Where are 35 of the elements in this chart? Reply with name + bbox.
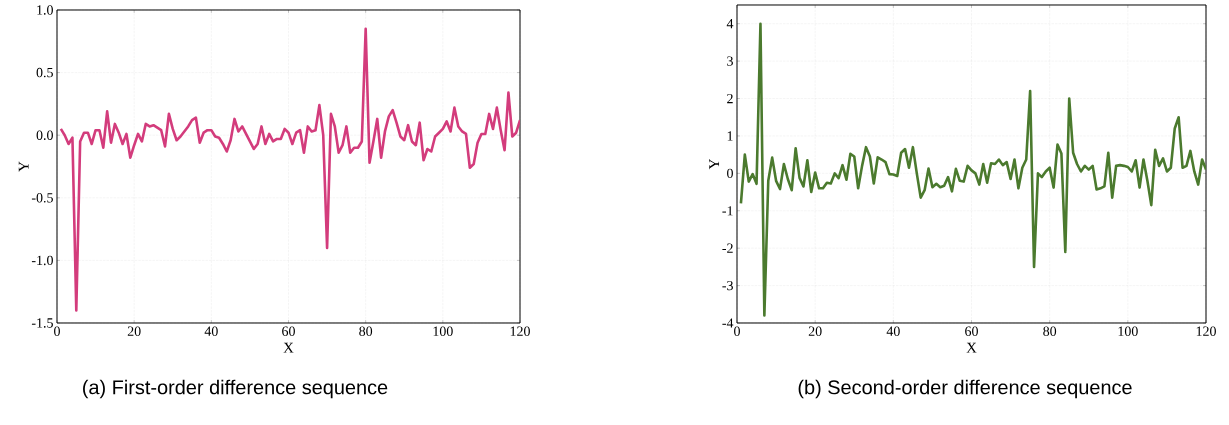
x-tick-label: 120 bbox=[510, 326, 530, 336]
x-tick-label: 100 bbox=[433, 326, 453, 336]
y-axis-title: Y bbox=[709, 158, 720, 170]
x-tick-label: 120 bbox=[1196, 326, 1216, 336]
x-tick-label: 80 bbox=[359, 326, 373, 336]
y-tick-label: -1.0 bbox=[31, 255, 53, 266]
x-tick-label: 40 bbox=[886, 326, 900, 336]
y-axis-title: Y bbox=[18, 161, 29, 172]
y-tick-label: -4 bbox=[722, 318, 734, 328]
y-tick-label: 1 bbox=[727, 131, 733, 141]
y-tick-label: -1 bbox=[722, 206, 733, 216]
y-tick-label: 0 bbox=[727, 168, 733, 179]
x-tick-label: 0 bbox=[54, 326, 60, 336]
y-tick-label: -0.5 bbox=[31, 193, 53, 203]
y-tick-label: -2 bbox=[722, 243, 733, 253]
y-tick-label: 4 bbox=[726, 19, 734, 29]
text: (a) First-order difference sequence bbox=[83, 379, 388, 399]
x-tick-label: 60 bbox=[282, 326, 295, 336]
y-tick-label: 3 bbox=[727, 56, 733, 66]
x-axis-title: X bbox=[283, 342, 294, 353]
y-tick-label: -3 bbox=[722, 280, 733, 291]
y-tick-label: -1.5 bbox=[31, 318, 53, 328]
y-tick-label: 2 bbox=[727, 93, 733, 104]
x-tick-label: 20 bbox=[808, 326, 822, 336]
x-tick-label: 60 bbox=[965, 326, 978, 336]
line-series bbox=[739, 22, 1207, 317]
y-tick-label: 0.5 bbox=[36, 67, 53, 78]
y-tick-label: 0.0 bbox=[36, 130, 53, 140]
y-tick-label: 1.0 bbox=[37, 5, 53, 15]
x-tick-label: 80 bbox=[1043, 326, 1057, 336]
text: (b) Second-order difference sequence bbox=[798, 379, 1132, 399]
x-tick-label: 40 bbox=[204, 326, 218, 336]
x-tick-label: 100 bbox=[1118, 326, 1138, 336]
x-axis-title: X bbox=[966, 342, 977, 353]
x-tick-label: 20 bbox=[127, 326, 141, 336]
